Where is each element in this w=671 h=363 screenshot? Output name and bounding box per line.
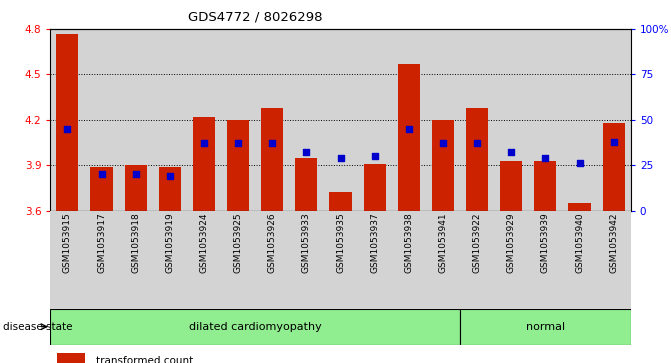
Bar bbox=[159, 167, 181, 211]
Text: GSM1053938: GSM1053938 bbox=[405, 212, 413, 273]
Bar bbox=[466, 108, 488, 211]
Bar bbox=[56, 34, 79, 211]
Bar bbox=[227, 120, 249, 211]
Bar bbox=[91, 167, 113, 211]
Text: GSM1053918: GSM1053918 bbox=[131, 212, 140, 273]
Text: GDS4772 / 8026298: GDS4772 / 8026298 bbox=[188, 11, 322, 24]
Bar bbox=[261, 108, 283, 211]
Point bbox=[369, 153, 380, 159]
Text: transformed count: transformed count bbox=[95, 356, 193, 363]
Text: GSM1053939: GSM1053939 bbox=[541, 212, 550, 273]
Point bbox=[609, 139, 619, 144]
Text: disease state: disease state bbox=[3, 322, 73, 332]
Point bbox=[62, 126, 72, 132]
Bar bbox=[125, 165, 147, 211]
Point bbox=[437, 140, 448, 146]
Text: GSM1053935: GSM1053935 bbox=[336, 212, 345, 273]
Point bbox=[130, 171, 141, 177]
Bar bbox=[398, 64, 420, 211]
Point bbox=[96, 171, 107, 177]
Bar bbox=[568, 203, 590, 211]
Point bbox=[506, 150, 517, 155]
Text: GSM1053922: GSM1053922 bbox=[472, 212, 482, 273]
Point bbox=[233, 140, 244, 146]
Text: GSM1053941: GSM1053941 bbox=[438, 212, 448, 273]
Bar bbox=[295, 158, 317, 211]
Bar bbox=[364, 164, 386, 211]
Text: GSM1053942: GSM1053942 bbox=[609, 212, 618, 273]
Point bbox=[472, 140, 482, 146]
Point bbox=[301, 150, 312, 155]
Text: GSM1053940: GSM1053940 bbox=[575, 212, 584, 273]
Text: GSM1053915: GSM1053915 bbox=[63, 212, 72, 273]
Point bbox=[267, 140, 278, 146]
Text: normal: normal bbox=[526, 322, 565, 332]
Point bbox=[164, 173, 175, 179]
Bar bbox=[603, 123, 625, 211]
Bar bbox=[432, 120, 454, 211]
Text: dilated cardiomyopathy: dilated cardiomyopathy bbox=[189, 322, 321, 332]
Text: GSM1053919: GSM1053919 bbox=[165, 212, 174, 273]
Text: GSM1053917: GSM1053917 bbox=[97, 212, 106, 273]
Text: GSM1053924: GSM1053924 bbox=[199, 212, 209, 273]
Text: GSM1053937: GSM1053937 bbox=[370, 212, 379, 273]
Text: GSM1053925: GSM1053925 bbox=[234, 212, 243, 273]
Text: GSM1053929: GSM1053929 bbox=[507, 212, 516, 273]
Bar bbox=[460, 309, 631, 345]
Bar bbox=[50, 309, 460, 345]
Text: GSM1053933: GSM1053933 bbox=[302, 212, 311, 273]
Bar bbox=[534, 160, 556, 211]
Point bbox=[574, 160, 585, 166]
Point bbox=[199, 140, 209, 146]
Point bbox=[540, 155, 551, 161]
Bar bbox=[57, 352, 85, 363]
Bar bbox=[500, 160, 522, 211]
Text: GSM1053926: GSM1053926 bbox=[268, 212, 276, 273]
Point bbox=[403, 126, 414, 132]
Point bbox=[335, 155, 346, 161]
Bar bbox=[50, 211, 631, 309]
Bar bbox=[329, 192, 352, 211]
Bar bbox=[193, 117, 215, 211]
